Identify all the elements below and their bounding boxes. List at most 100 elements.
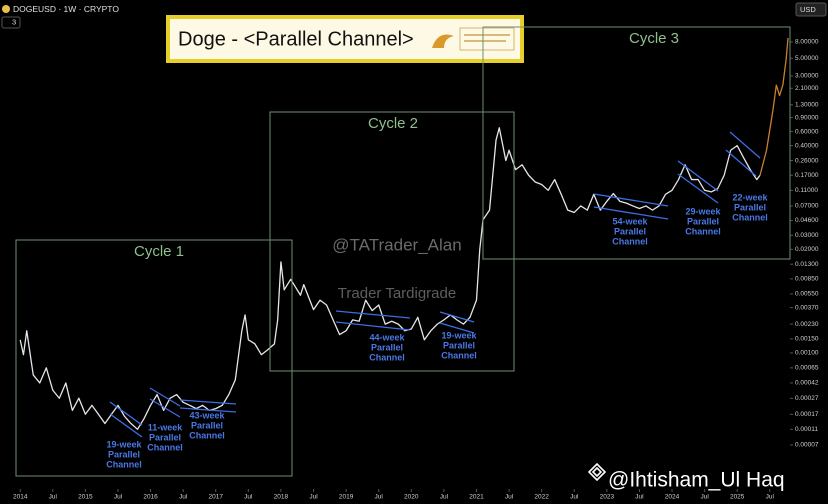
x-tick-label: 2015: [78, 494, 93, 501]
currency-box[interactable]: [795, 2, 827, 17]
y-tick-label: 0.26000: [795, 157, 819, 164]
cycle-label: Cycle 3: [629, 30, 679, 47]
y-tick-label: 0.00550: [795, 291, 819, 298]
x-tick-label: Jul: [766, 494, 775, 501]
channel-label: 19-week: [106, 439, 142, 449]
y-tick-label: 0.00150: [795, 336, 819, 343]
y-tick-label: 0.00065: [795, 365, 819, 372]
channel-line: [109, 413, 143, 438]
indicator-toggle[interactable]: [1, 16, 21, 29]
y-tick-label: 0.00007: [795, 442, 819, 449]
x-tick-label: Jul: [375, 494, 384, 501]
channel-label: Channel: [441, 350, 477, 360]
credit: @Ihtisham_Ul Haq: [608, 469, 785, 492]
currency[interactable]: USD: [800, 5, 816, 14]
channel-line: [335, 321, 411, 331]
x-tick-label: 2020: [404, 494, 419, 501]
channel-line: [149, 398, 181, 418]
y-tick-label: 3.00000: [795, 73, 819, 80]
x-tick-label: Jul: [309, 494, 318, 501]
y-tick-label: 0.00850: [795, 276, 819, 283]
channel-line: [729, 131, 761, 159]
channel-line: [179, 407, 237, 413]
channel-label: Parallel: [443, 340, 475, 350]
indicator-count[interactable]: 3: [12, 17, 16, 26]
channel-line: [593, 193, 669, 207]
y-tick-label: 0.07000: [795, 203, 819, 210]
channel-label: 19-week: [441, 330, 477, 340]
x-tick-label: Jul: [440, 494, 449, 501]
logo-frame: [459, 27, 515, 51]
channel-line: [149, 387, 181, 407]
x-tick-label: Jul: [244, 494, 253, 501]
x-tick-label: Jul: [505, 494, 514, 501]
title-box: [166, 15, 524, 63]
price-line: [19, 127, 761, 430]
x-tick-label: 2019: [339, 494, 354, 501]
x-tick-label: Jul: [700, 494, 709, 501]
x-tick-label: 2018: [274, 494, 289, 501]
channel-label: 11-week: [148, 422, 184, 432]
y-tick-label: 0.11000: [795, 187, 818, 194]
x-tick-label: 2022: [534, 494, 549, 501]
channel-label: Channel: [106, 459, 142, 469]
x-tick-label: 2021: [469, 494, 484, 501]
channel-label: Channel: [189, 430, 225, 440]
channel-label: Channel: [612, 236, 648, 246]
channel-line: [725, 149, 757, 177]
x-tick-label: Jul: [179, 494, 188, 501]
channel-line: [439, 322, 475, 334]
y-tick-label: 0.00100: [795, 350, 819, 357]
y-tick-label: 0.60000: [795, 128, 819, 135]
symbol[interactable]: DOGEUSD · 1W · CRYPTO: [13, 4, 119, 14]
channel-label: Parallel: [108, 449, 140, 459]
y-tick-label: 0.00042: [795, 380, 819, 387]
credit-icon: [587, 462, 607, 482]
y-tick-label: 0.00017: [795, 411, 819, 418]
channel-label: Parallel: [149, 432, 181, 442]
channel-line: [677, 173, 719, 204]
logo-icon: [432, 34, 454, 48]
channel-line: [593, 206, 669, 220]
y-tick-label: 0.02000: [795, 246, 819, 253]
channel-label: Parallel: [371, 342, 403, 352]
y-tick-label: 0.00011: [795, 426, 818, 433]
x-tick-label: Jul: [570, 494, 579, 501]
price-line: [759, 37, 789, 176]
y-tick-label: 2.10000: [795, 85, 819, 92]
y-tick-label: 0.04600: [795, 217, 819, 224]
x-tick-label: Jul: [49, 494, 58, 501]
cycle-box: [482, 26, 791, 260]
y-tick-label: 5.00000: [795, 55, 819, 62]
channel-label: Parallel: [734, 202, 766, 212]
x-tick-label: Jul: [635, 494, 644, 501]
channel-label: 44-week: [369, 332, 405, 342]
x-tick-label: 2016: [143, 494, 158, 501]
channel-line: [335, 310, 411, 319]
channel-line: [439, 311, 475, 323]
y-tick-label: 0.17000: [795, 172, 819, 179]
cycle-label: Cycle 1: [134, 243, 184, 260]
y-tick-label: 8.00000: [795, 39, 819, 46]
channel-label: 43-week: [189, 410, 225, 420]
y-tick-label: 0.90000: [795, 114, 819, 121]
channel-label: Channel: [369, 352, 405, 362]
channel-lines: [109, 131, 761, 438]
channel-label: Channel: [732, 212, 768, 222]
channel-line: [109, 401, 143, 426]
cycle-box: [269, 111, 515, 372]
x-tick-label: 2024: [665, 494, 680, 501]
channel-label: Parallel: [614, 226, 646, 236]
x-tick-label: 2014: [13, 494, 28, 501]
cycle-box: [15, 239, 293, 477]
x-tick-label: Jul: [114, 494, 123, 501]
channel-label: Parallel: [191, 420, 223, 430]
y-tick-label: 0.03000: [795, 232, 819, 239]
channel-label: Channel: [147, 442, 183, 452]
plot-area: 8.00000 5.00000 3.00000 2.10000 1.30000 0.900…: [13, 37, 819, 501]
channel-label: 54-week: [612, 216, 648, 226]
watermark: Trader Tardigrade: [338, 285, 456, 302]
y-tick-label: 0.00370: [795, 304, 819, 311]
